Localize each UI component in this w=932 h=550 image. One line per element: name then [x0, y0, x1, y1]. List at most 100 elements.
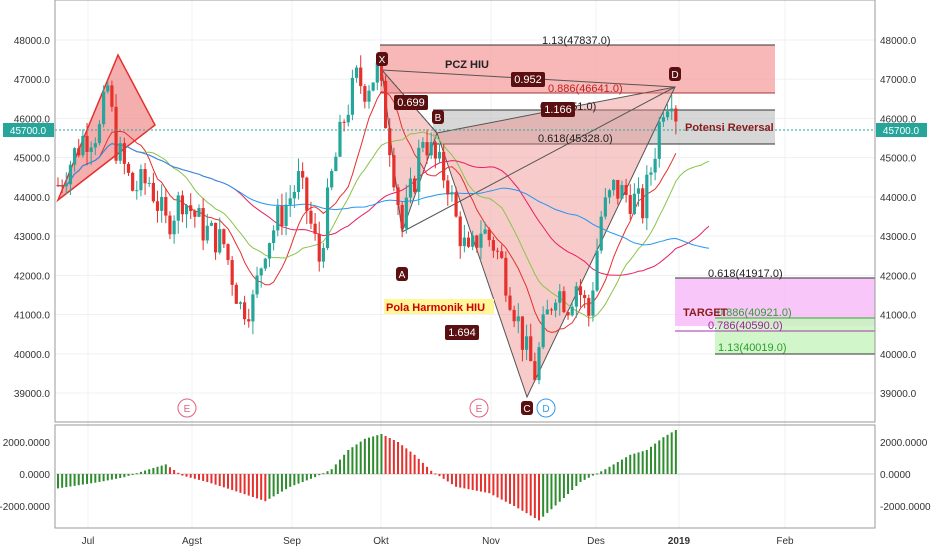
oscillator-pane-frame — [54, 424, 876, 529]
oscillator-bar — [102, 474, 105, 482]
candle-body — [624, 185, 628, 196]
candle-body — [325, 187, 330, 249]
x-tick-label: Des — [587, 536, 605, 547]
oscillator-axis-ticks: 2000.0000 2000.0000 0.0000 0.0000 -2000.0000… — [0, 438, 931, 513]
oscillator-bar — [571, 474, 574, 490]
oscillator-bar — [256, 474, 259, 499]
oscillator-bar — [455, 474, 458, 487]
oscillator-bar — [591, 474, 594, 476]
oscillator-bar — [376, 435, 379, 474]
oscillator-bar — [57, 474, 59, 489]
oscillator-bar — [285, 474, 288, 490]
oscillator-bar — [596, 473, 599, 475]
candle-body — [143, 169, 147, 184]
target-label: TARGET — [683, 307, 728, 319]
candle-body — [562, 291, 566, 313]
candle-body — [674, 108, 678, 122]
candle-body — [516, 316, 520, 322]
y-tick-label-right: 45000.0 — [880, 154, 917, 165]
candle-body — [653, 158, 657, 173]
candle-body — [193, 210, 197, 217]
candle-body — [450, 192, 454, 195]
oscillator-bar — [347, 450, 350, 474]
candle-body — [612, 179, 616, 191]
oscillator-bar — [156, 466, 159, 474]
candle-body — [288, 198, 292, 205]
oscillator-bar — [446, 474, 449, 482]
pcz-zone — [380, 45, 775, 93]
candle-body — [259, 268, 263, 276]
candle-body — [578, 286, 583, 296]
oscillator-bar — [504, 474, 507, 502]
candle-body — [251, 294, 255, 322]
candle-body — [649, 172, 653, 175]
oscillator-bar — [185, 474, 188, 477]
oscillator-bar — [139, 471, 142, 474]
oscillator-bar — [538, 474, 541, 521]
fib-618-bottom: 0.618(41917.0) — [708, 268, 783, 280]
candle-body — [139, 169, 143, 191]
oscillator-bar — [637, 452, 640, 474]
svg-text:B: B — [435, 113, 442, 124]
oscillator-bar — [106, 474, 109, 481]
oscillator-bar — [351, 447, 354, 474]
ratio-ad: 1.166 — [544, 104, 572, 116]
candle-body — [176, 195, 180, 221]
y-tick-label-right: 40000.0 — [880, 350, 917, 361]
candle-body — [77, 148, 81, 156]
oscillator-bar — [218, 474, 221, 486]
point-x: X — [376, 52, 388, 66]
candle-body — [558, 291, 562, 303]
oscillator-bar — [421, 462, 424, 474]
osc-tick-label-left: 2000.0000 — [3, 438, 51, 449]
oscillator-bar — [214, 474, 217, 485]
early-pattern-triangle — [56, 53, 156, 203]
x-tick-label: Okt — [373, 536, 389, 547]
candle-body — [371, 82, 375, 91]
oscillator-bar — [616, 462, 619, 474]
oscillator-bar — [575, 474, 578, 486]
fib-886-bottom: 0.886(40921.0) — [717, 307, 792, 319]
event-marker-d[interactable]: D — [536, 398, 556, 418]
candle-body — [172, 220, 176, 235]
candle-body — [471, 235, 475, 247]
ratio-badge-xd — [511, 72, 545, 87]
candle-body — [247, 319, 251, 322]
svg-text:C: C — [523, 404, 530, 415]
osc-tick-label-right: -2000.0000 — [880, 502, 931, 513]
oscillator-bar — [123, 474, 126, 478]
candle-body — [632, 193, 636, 214]
oscillator-bar — [649, 446, 652, 474]
candle-body — [661, 117, 666, 122]
y-tick-label-left: 39000.0 — [14, 389, 51, 400]
potensi-label: Potensi Reversal — [685, 122, 774, 134]
oscillator-bar — [467, 474, 470, 490]
candle-body — [160, 197, 164, 211]
oscillator-bar — [517, 474, 520, 509]
candle-body — [81, 135, 85, 156]
candle-body — [595, 250, 599, 291]
oscillator-bar — [525, 474, 528, 514]
candle-body — [56, 185, 60, 187]
fib-113-bottom: 1.13(40019.0) — [718, 342, 787, 354]
candle-body — [545, 309, 549, 315]
price-tag-left-text: 45700.0 — [10, 126, 47, 137]
candle-body — [263, 258, 267, 269]
oscillator-bar — [372, 436, 375, 474]
candle-body — [135, 190, 139, 192]
candle-body — [359, 67, 363, 87]
oscillator-bar — [239, 474, 242, 493]
y-tick-label-left: 42000.0 — [14, 271, 51, 282]
event-marker-e2[interactable]: E — [469, 398, 489, 418]
oscillator-bar — [620, 459, 623, 474]
candle-body — [151, 182, 155, 202]
oscillator-bar — [61, 474, 64, 488]
candle-body — [533, 361, 537, 381]
svg-text:D: D — [542, 404, 549, 415]
oscillator-bar — [529, 474, 532, 516]
oscillator-bar — [73, 474, 76, 486]
event-marker-e1[interactable]: E — [177, 398, 197, 418]
candle-body — [413, 178, 417, 192]
point-b: B — [432, 110, 444, 124]
candle-body — [425, 142, 429, 156]
